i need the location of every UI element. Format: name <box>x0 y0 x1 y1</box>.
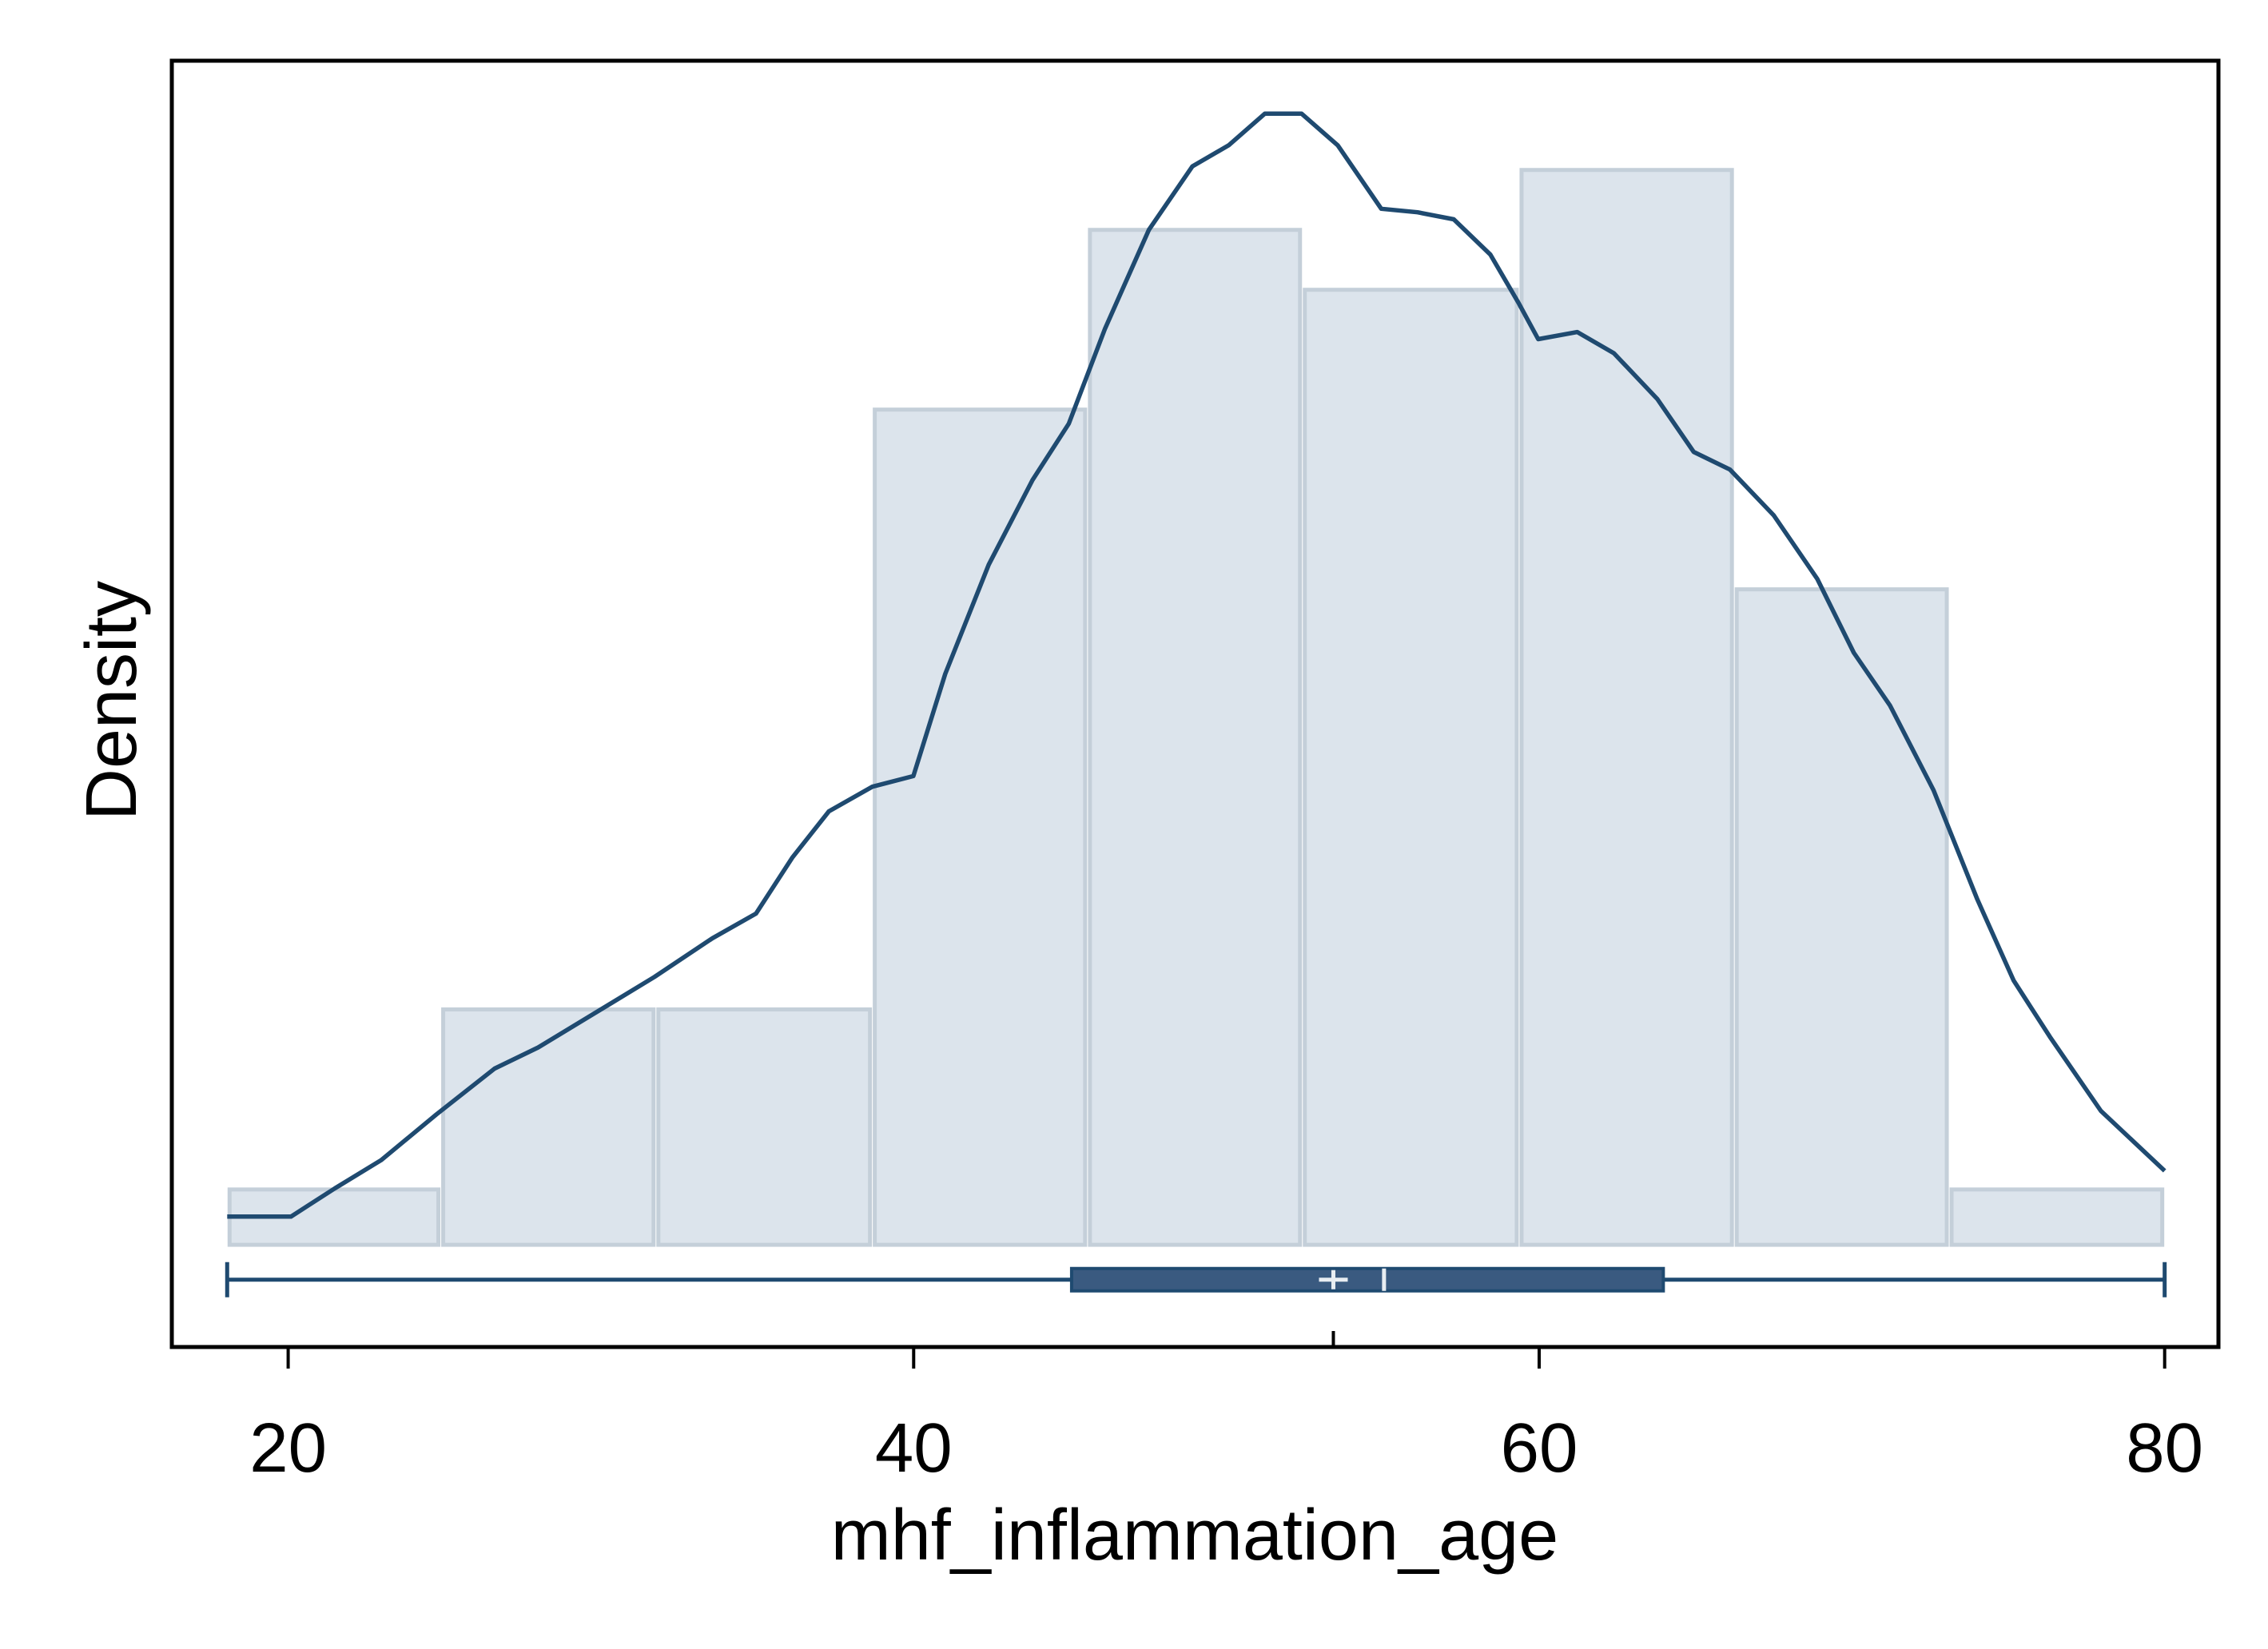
density-curve <box>227 111 2167 1219</box>
x-tick-label: 40 <box>875 1409 953 1487</box>
histogram-bar <box>656 1007 873 1247</box>
x-tick-label: 20 <box>249 1409 327 1487</box>
histogram-bar <box>1303 288 1519 1247</box>
x-tick-label: 60 <box>1501 1409 1578 1487</box>
histogram-bar <box>1088 228 1303 1247</box>
x-tick-label: 80 <box>2126 1409 2203 1487</box>
histogram-bar <box>441 1007 656 1247</box>
histogram-bar <box>1949 1187 2165 1247</box>
histogram-bar <box>1519 168 1734 1247</box>
plot-frame <box>169 58 2221 1349</box>
box <box>1069 1266 1665 1293</box>
histogram-bar <box>873 407 1088 1247</box>
y-axis-title: Density <box>72 581 152 821</box>
x-axis-title: mhf_inflammation_age <box>831 1496 1559 1575</box>
histogram-bar <box>1734 587 1949 1247</box>
